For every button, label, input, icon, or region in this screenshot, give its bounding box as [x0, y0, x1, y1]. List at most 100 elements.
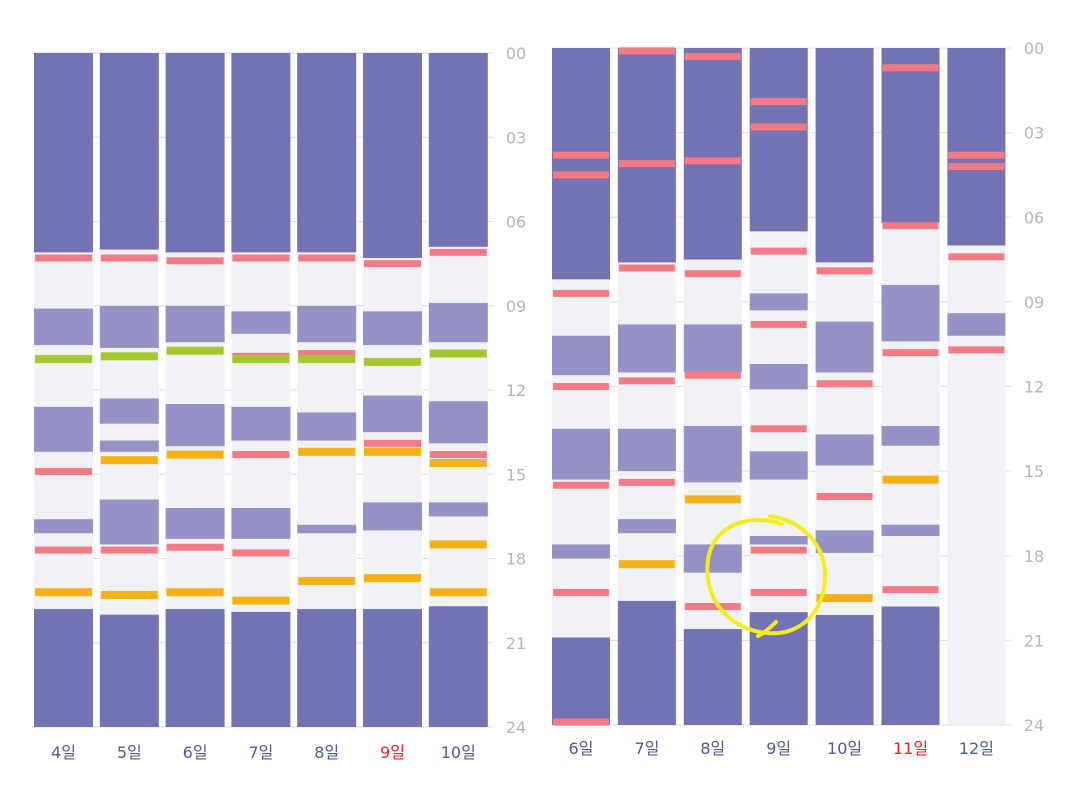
day-column: 11일 — [881, 48, 940, 758]
light-sleep-block — [231, 406, 291, 441]
y-tick-label: 00 — [506, 44, 526, 63]
day-label: 8일 — [314, 743, 339, 762]
wake-marker — [750, 546, 807, 554]
wake-marker — [429, 451, 487, 459]
meal-marker — [364, 447, 421, 456]
meal-marker — [618, 560, 675, 569]
light-sleep-block — [363, 395, 422, 433]
wake-marker — [882, 222, 939, 230]
light-sleep-block — [363, 502, 422, 531]
meal-marker — [429, 540, 487, 549]
wake-marker — [948, 151, 1005, 159]
sleep-block — [552, 637, 610, 725]
wake-marker — [816, 380, 873, 388]
meal-marker — [298, 447, 356, 456]
sleep-block — [552, 48, 610, 280]
nap-marker — [100, 352, 158, 361]
light-sleep-block — [363, 311, 422, 346]
wake-marker — [882, 349, 939, 357]
day-column: 5일 — [99, 53, 159, 762]
light-sleep-block — [231, 311, 291, 334]
light-sleep-block — [683, 544, 742, 573]
y-tick-label: 21 — [506, 634, 526, 653]
wake-marker — [948, 346, 1005, 354]
nap-marker — [364, 357, 421, 366]
wake-marker — [35, 254, 92, 262]
y-tick-label: 21 — [1024, 631, 1044, 650]
sleep-block — [749, 612, 808, 725]
day-column: 8일 — [683, 48, 742, 758]
light-sleep-block — [881, 524, 940, 537]
chart-panel-2: 00 03 06 09 12 15 18 21 24 6일 7일 8일 9일 10일 11일 12일 — [552, 39, 1044, 758]
sleep-block — [683, 629, 742, 725]
wake-marker — [298, 254, 356, 262]
light-sleep-block — [428, 502, 488, 517]
wake-marker — [553, 588, 609, 596]
chart-panel-1: 00 03 06 09 12 15 18 21 24 4일 5일 6일 7일 8일 9일 10일 — [34, 44, 526, 762]
day-column: 7일 — [231, 53, 291, 762]
wake-marker — [100, 254, 158, 262]
wake-marker — [750, 123, 807, 131]
nap-marker — [232, 355, 290, 364]
light-sleep-block — [99, 305, 159, 348]
nap-marker — [298, 355, 356, 364]
light-sleep-block — [881, 425, 940, 446]
wake-marker — [684, 270, 741, 278]
day-label: 12일 — [959, 739, 994, 758]
sleep-block — [99, 53, 159, 250]
day-label: 9일 — [766, 739, 791, 758]
light-sleep-block — [231, 507, 291, 539]
wake-marker — [684, 52, 741, 60]
day-column: 6일 — [165, 53, 225, 762]
sleep-block — [428, 606, 488, 727]
light-sleep-block — [617, 324, 676, 373]
wake-marker — [553, 289, 609, 297]
light-sleep-block — [881, 284, 940, 342]
meal-marker — [232, 596, 290, 605]
light-sleep-block — [297, 412, 357, 441]
light-sleep-block — [749, 293, 808, 311]
nap-marker — [429, 349, 487, 358]
wake-marker — [166, 257, 224, 265]
light-sleep-block — [815, 530, 874, 553]
wake-marker — [684, 157, 741, 165]
light-sleep-block — [552, 544, 610, 559]
light-sleep-block — [749, 363, 808, 390]
wake-marker — [750, 425, 807, 433]
light-sleep-block — [617, 428, 676, 472]
wake-marker — [618, 264, 675, 272]
day-column: 4일 — [34, 53, 93, 762]
day-column: 6일 — [552, 48, 610, 758]
wake-marker — [750, 247, 807, 255]
sleep-block — [428, 53, 488, 247]
wake-marker — [618, 160, 675, 168]
wake-marker — [882, 64, 939, 72]
wake-marker — [553, 151, 609, 159]
light-sleep-block — [947, 313, 1006, 336]
day-label: 5일 — [117, 743, 142, 762]
wake-marker — [948, 253, 1005, 261]
day-column: 9일 — [749, 48, 808, 758]
wake-marker — [553, 718, 609, 726]
sleep-block — [34, 53, 93, 253]
sleep-block — [749, 48, 808, 232]
sleep-block — [881, 48, 940, 223]
light-sleep-block — [428, 401, 488, 444]
light-sleep-block — [815, 434, 874, 466]
y-tick-label: 18 — [506, 550, 526, 569]
sleep-block — [165, 53, 225, 253]
light-sleep-block — [749, 451, 808, 480]
sleep-block — [881, 606, 940, 725]
light-sleep-block — [297, 524, 357, 534]
day-label: 7일 — [248, 743, 273, 762]
light-sleep-block — [165, 305, 225, 343]
y-tick-label: 03 — [506, 128, 526, 147]
wake-marker — [553, 383, 609, 390]
y-tick-label: 15 — [1024, 462, 1044, 481]
meal-marker — [429, 588, 487, 597]
light-sleep-block — [34, 519, 93, 534]
wake-marker — [618, 377, 675, 385]
wake-marker — [364, 260, 421, 268]
light-sleep-block — [683, 324, 742, 373]
day-label: 6일 — [569, 739, 594, 758]
